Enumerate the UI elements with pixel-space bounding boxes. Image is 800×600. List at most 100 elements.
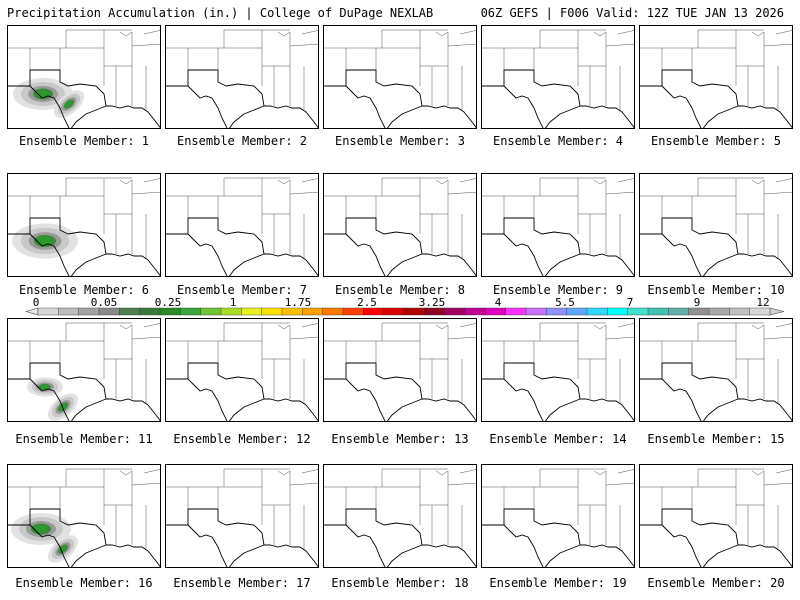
coastline-border <box>738 253 792 276</box>
state-border <box>382 178 421 197</box>
state-border <box>289 191 318 195</box>
coastline-border <box>106 398 160 421</box>
member-map-svg <box>482 29 634 128</box>
state-border <box>66 178 105 197</box>
colorbar-swatch <box>586 307 608 316</box>
coastline-border <box>29 233 70 276</box>
coastline-border <box>482 508 581 567</box>
coastline-border <box>640 217 739 276</box>
ensemble-member-map <box>481 464 635 568</box>
colorbar-swatch <box>342 307 364 316</box>
state-border <box>736 32 765 67</box>
coastline-border <box>8 508 107 567</box>
state-border <box>289 43 318 47</box>
colorbar-tick-label: 4 <box>494 296 502 309</box>
state-border <box>775 323 792 328</box>
state-border <box>482 30 541 49</box>
state-border <box>736 180 765 215</box>
state-border <box>459 323 476 328</box>
state-border <box>8 30 67 49</box>
state-border <box>289 336 318 340</box>
state-border <box>447 482 476 486</box>
coastline-border <box>503 524 544 567</box>
coastline-border <box>166 362 265 421</box>
coastline-border <box>166 217 265 276</box>
state-border <box>605 336 634 340</box>
state-border <box>751 31 765 37</box>
state-border <box>605 43 634 47</box>
state-border <box>578 32 607 67</box>
ensemble-member-label: Ensemble Member: 7 <box>176 283 308 297</box>
ensemble-member-label: Ensemble Member: 6 <box>18 283 150 297</box>
state-border <box>262 471 291 506</box>
map-title: Precipitation Accumulation (in.) | Colle… <box>7 6 434 20</box>
member-map-svg <box>482 322 634 421</box>
coastline-border <box>345 524 386 567</box>
state-border <box>8 323 67 342</box>
colorbar-swatch <box>37 307 59 316</box>
state-border <box>301 323 318 328</box>
coastline-border <box>29 524 70 567</box>
ensemble-member-map <box>639 173 793 277</box>
state-border <box>104 32 133 67</box>
coastline-border <box>187 233 228 276</box>
coastline-border <box>106 544 160 567</box>
colorbar-swatch <box>220 307 242 316</box>
state-border <box>119 470 133 476</box>
coastline-border <box>580 253 634 276</box>
state-border <box>459 469 476 474</box>
coastline-border <box>482 217 581 276</box>
state-border <box>131 482 160 486</box>
colorbar-tick-label: 1 <box>229 296 237 309</box>
coastline-border <box>166 69 265 128</box>
state-border <box>166 469 225 488</box>
state-border <box>224 178 263 197</box>
coastline-border <box>580 105 634 128</box>
colorbar-tick-label: 2.5 <box>357 296 377 309</box>
ensemble-member-map <box>323 464 477 568</box>
ensemble-member-map <box>323 173 477 277</box>
state-border <box>617 178 634 183</box>
coastline-border <box>422 105 476 128</box>
coastline-border <box>503 233 544 276</box>
colorbar-right-arrow <box>769 307 785 316</box>
state-border <box>617 323 634 328</box>
coastline-border <box>422 544 476 567</box>
state-border <box>8 178 67 197</box>
coastline-border <box>264 105 318 128</box>
colorbar-swatch <box>525 307 547 316</box>
ensemble-member-label: Ensemble Member: 13 <box>331 432 469 446</box>
member-map-svg <box>324 468 476 567</box>
state-border <box>763 191 792 195</box>
state-border <box>131 336 160 340</box>
coastline-border <box>661 233 702 276</box>
state-border <box>420 325 449 360</box>
state-border <box>435 179 449 185</box>
colorbar-tick-label: 3.25 <box>418 296 446 309</box>
state-border <box>698 323 737 342</box>
state-border <box>593 179 607 185</box>
coastline-border <box>264 398 318 421</box>
colorbar-swatch <box>668 307 690 316</box>
ensemble-member-label: Ensemble Member: 11 <box>15 432 153 446</box>
colorbar-swatch <box>363 307 385 316</box>
coastline-border <box>187 378 228 421</box>
member-map-svg <box>640 177 792 276</box>
colorbar-tick-label: 1.75 <box>284 296 312 309</box>
ensemble-member-label: Ensemble Member: 10 <box>647 283 785 297</box>
state-border <box>751 179 765 185</box>
ensemble-member-label: Ensemble Member: 19 <box>489 576 627 590</box>
state-border <box>447 191 476 195</box>
state-border <box>224 30 263 49</box>
ensemble-member-map <box>481 173 635 277</box>
colorbar-swatch <box>241 307 263 316</box>
valid-time-title: 06Z GEFS | F006 Valid: 12Z TUE JAN 13 20… <box>480 6 784 20</box>
state-border <box>540 178 579 197</box>
ensemble-member-map <box>639 318 793 422</box>
coastline-border <box>640 362 739 421</box>
state-border <box>540 469 579 488</box>
state-border <box>459 178 476 183</box>
colorbar-tick-label: 5.5 <box>555 296 575 309</box>
coastline-border <box>580 544 634 567</box>
colorbar-swatch <box>139 307 161 316</box>
